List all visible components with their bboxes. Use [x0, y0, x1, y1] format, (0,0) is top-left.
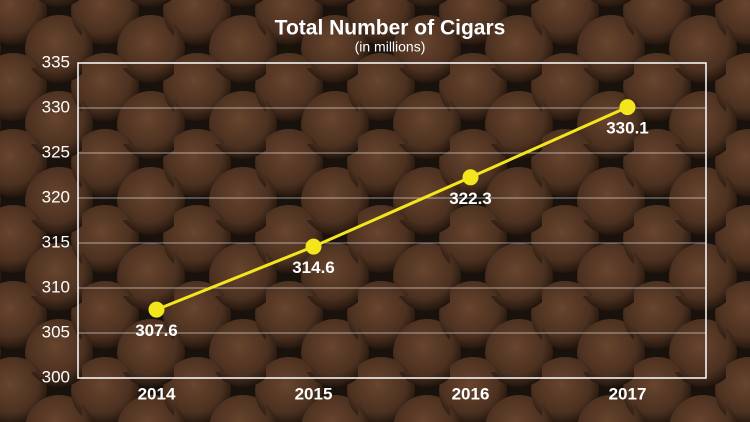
point — [148, 301, 165, 318]
x-tick-label: 2015 — [295, 384, 333, 403]
y-tick-label: 310 — [42, 277, 70, 296]
data-label: 322.3 — [449, 189, 492, 208]
line — [155, 105, 629, 311]
y-tick-label: 335 — [42, 52, 70, 71]
x-tick-label: 2017 — [609, 384, 647, 403]
data-label: 330.1 — [606, 119, 649, 138]
y-tick-label: 305 — [42, 322, 70, 341]
y-tick-label: 300 — [42, 367, 70, 386]
chart-title: Total Number of Cigars — [275, 17, 506, 40]
x-tick-label: 2016 — [452, 384, 490, 403]
x-tick-label: 2014 — [138, 384, 176, 403]
y-tick-label: 320 — [42, 187, 70, 206]
point — [619, 99, 636, 116]
y-tick-label: 330 — [42, 97, 70, 116]
chart-subtitle: (in millions) — [355, 39, 426, 55]
point — [462, 169, 479, 186]
data-label: 314.6 — [292, 258, 335, 277]
y-tick-label: 325 — [42, 142, 70, 161]
y-tick-label: 315 — [42, 232, 70, 251]
data-label: 307.6 — [135, 321, 178, 340]
point — [305, 238, 322, 255]
